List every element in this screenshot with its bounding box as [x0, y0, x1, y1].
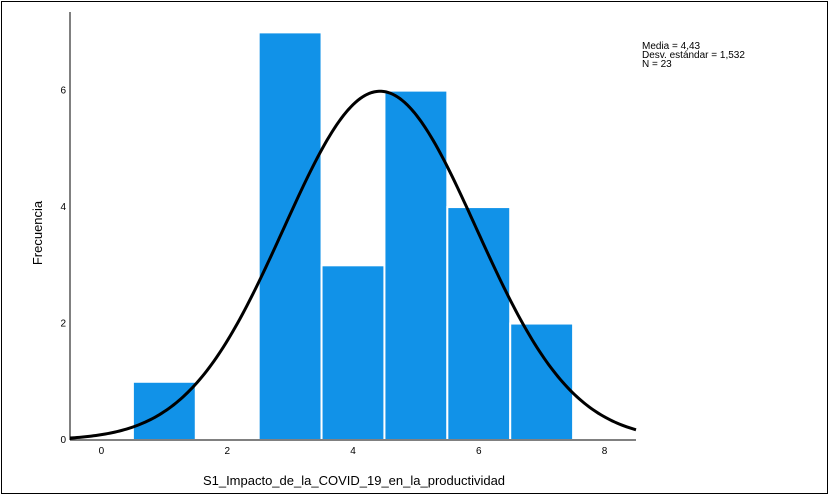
stats-n: N = 23	[642, 59, 672, 70]
x-tick-label: 0	[99, 446, 105, 457]
y-tick-labels: 0 2 4 6	[60, 86, 66, 446]
y-axis-title: Frecuencia	[30, 200, 45, 265]
x-axis-title: S1_Impacto_de_la_COVID_19_en_la_producti…	[203, 473, 505, 488]
normal-curve	[69, 89, 637, 440]
x-tick-label: 4	[350, 446, 356, 457]
histogram-bar	[320, 264, 386, 441]
x-tick-label: 2	[224, 446, 230, 457]
x-tick-labels: 0 2 4 6 8	[99, 446, 608, 457]
y-tick-label: 6	[60, 86, 66, 97]
y-tick-label: 2	[60, 319, 66, 330]
bars-group	[131, 31, 575, 442]
stats-media: Media = 4,43	[642, 41, 701, 52]
histogram-bar	[446, 206, 512, 441]
y-tick-label: 4	[60, 202, 66, 213]
y-tick-label: 0	[60, 435, 66, 446]
x-tick-label: 6	[476, 446, 482, 457]
x-tick-label: 8	[602, 446, 608, 457]
histogram-bar	[257, 31, 323, 442]
histogram-bar	[383, 89, 449, 441]
stats-desv: Desv. estándar = 1,532	[642, 50, 745, 61]
